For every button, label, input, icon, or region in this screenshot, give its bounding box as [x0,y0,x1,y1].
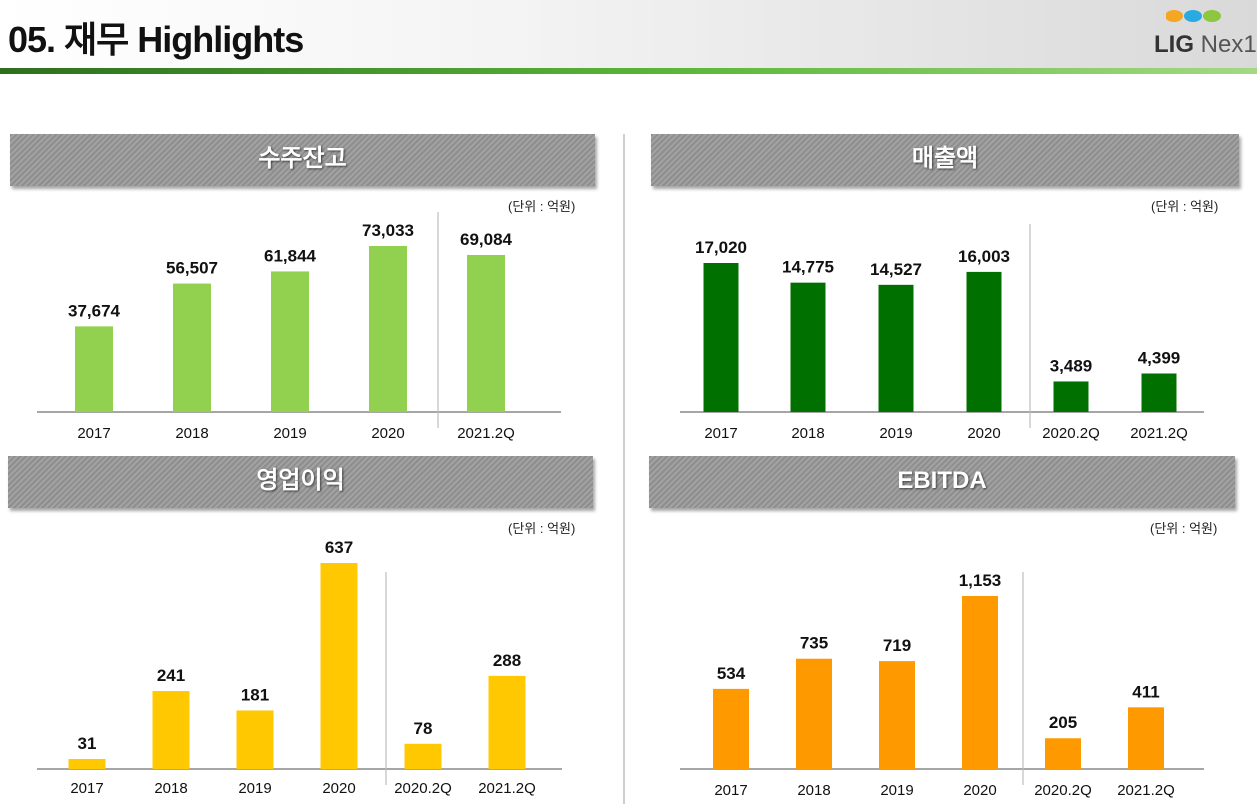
header-bar: 05. 재무 Highlights LIG Nex1 [0,0,1257,68]
category-label: 2018 [154,780,187,797]
data-label: 1,153 [959,571,1002,590]
category-label: 2019 [238,780,271,797]
bar-2018 [790,282,826,412]
unit-label: (단위 : 억원) [508,521,576,536]
page-title: 05. 재무 Highlights [8,19,304,60]
category-label: 2021.2Q [478,780,536,797]
category-label: 2017 [70,780,103,797]
bar-2020 [962,596,998,769]
bar-2020 [966,271,1002,412]
data-label: 411 [1132,682,1159,701]
bar-2020.2Q [1045,738,1081,769]
category-label: 2019 [879,425,912,442]
data-label: 14,527 [870,260,922,279]
panel-title-operating-profit: 영업이익 [8,456,593,508]
data-label: 735 [800,634,828,653]
category-label: 2019 [273,425,306,442]
data-label: 719 [883,636,911,655]
data-label: 17,020 [695,238,747,257]
logo-wordmark: LIG Nex1 [1154,31,1257,58]
data-label: 3,489 [1050,356,1093,375]
category-label: 2020.2Q [394,780,452,797]
data-label: 14,775 [782,258,834,277]
data-label: 181 [241,685,269,704]
data-label: 78 [414,719,433,738]
bar-2017 [703,263,739,412]
bar-2021.2Q [1128,707,1164,769]
category-label: 2019 [880,782,913,799]
bar-2021.2Q [1141,373,1177,412]
category-label: 2018 [791,425,824,442]
category-label: 2020 [371,425,404,442]
company-logo: LIG Nex1 [1150,6,1257,62]
category-label: 2020.2Q [1042,425,1100,442]
bar-2017 [68,758,106,769]
data-label: 69,084 [460,230,513,249]
category-label: 2020 [322,780,355,797]
category-label: 2020 [963,782,996,799]
bar-2019 [236,710,274,769]
data-label: 56,507 [166,259,218,278]
bar-2017 [713,688,749,769]
panel-title-sales: 매출액 [651,134,1239,186]
panel-title-ebitda: EBITDA [649,456,1235,508]
data-label: 61,844 [264,246,317,265]
data-label: 16,003 [958,247,1010,266]
bar-2018 [173,283,211,412]
bar-2021.2Q [467,254,505,412]
category-label: 2020 [967,425,1000,442]
header-accent-line [0,68,1257,74]
bar-2019 [878,284,914,412]
category-label: 2017 [704,425,737,442]
unit-label: (단위 : 억원) [508,199,576,214]
data-label: 241 [157,666,185,685]
data-label: 205 [1049,713,1077,732]
data-label: 4,399 [1138,348,1181,367]
category-label: 2017 [714,782,747,799]
bar-2018 [796,658,832,769]
logo-dots-icon [1166,10,1221,22]
category-label: 2020.2Q [1034,782,1092,799]
bar-2020 [320,563,358,769]
bar-2018 [152,691,190,769]
panel-divider [623,134,625,804]
category-label: 2018 [175,425,208,442]
bar-2021.2Q [488,675,526,769]
unit-label: (단위 : 억원) [1150,521,1218,536]
data-label: 31 [78,734,97,753]
data-label: 288 [493,651,521,670]
category-label: 2021.2Q [457,425,515,442]
bar-2019 [271,271,309,412]
data-label: 37,674 [68,301,121,320]
bar-2020.2Q [404,743,442,769]
category-label: 2018 [797,782,830,799]
data-label: 637 [325,538,353,557]
category-label: 2021.2Q [1130,425,1188,442]
panel-title-backlog: 수주잔고 [10,134,595,186]
bar-2020.2Q [1053,381,1089,412]
unit-label: (단위 : 억원) [1151,199,1219,214]
category-label: 2017 [77,425,110,442]
category-label: 2021.2Q [1117,782,1175,799]
bar-2017 [75,326,113,412]
bar-2019 [879,661,915,769]
data-label: 73,033 [362,221,414,240]
bar-2020 [369,246,407,412]
data-label: 534 [717,664,746,683]
